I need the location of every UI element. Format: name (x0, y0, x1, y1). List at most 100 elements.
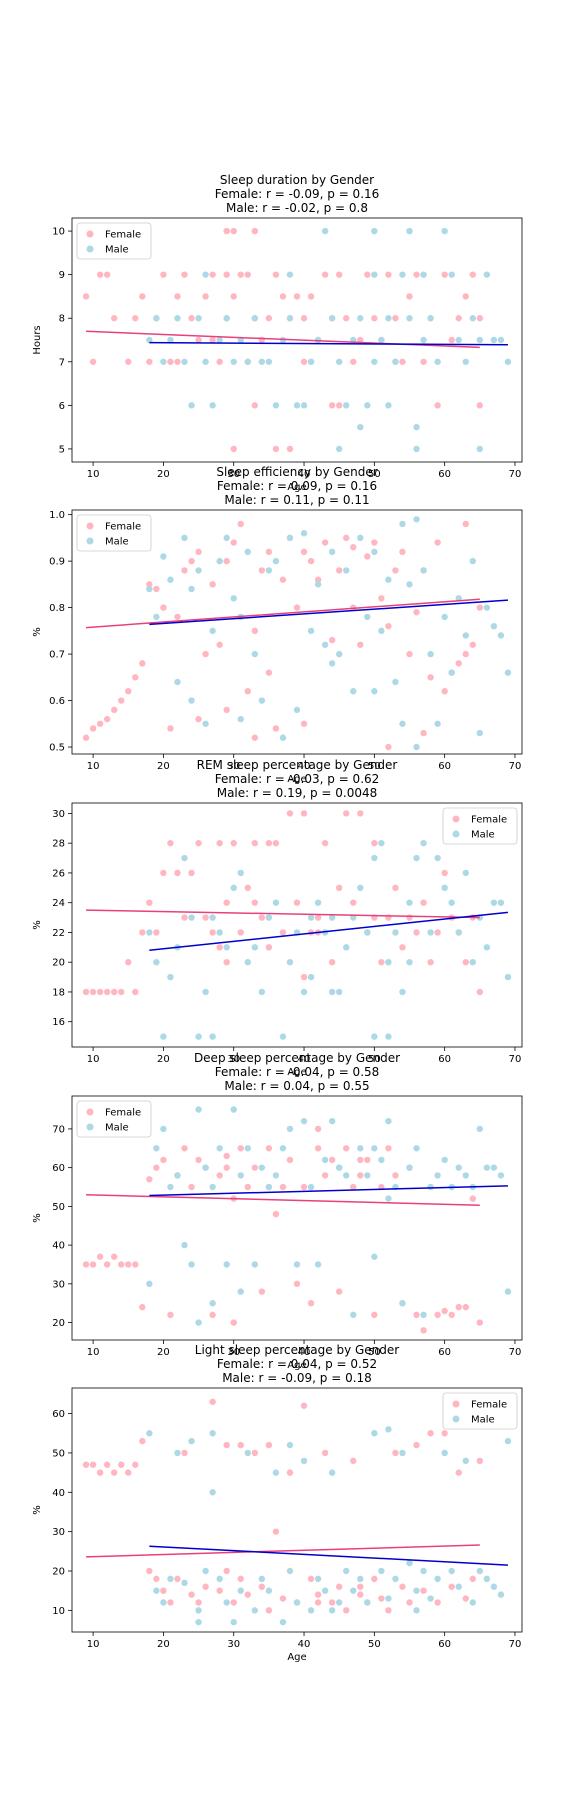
male-point (420, 271, 427, 278)
male-point (272, 402, 280, 409)
male-point (385, 1117, 392, 1125)
male-point (251, 944, 259, 951)
male-point (406, 227, 413, 235)
male-point (279, 1033, 287, 1040)
female-point (237, 1441, 244, 1449)
male-point (146, 929, 153, 936)
female-point (82, 734, 90, 741)
female-point (420, 1327, 427, 1334)
y-tick-label: 60 (52, 1163, 65, 1174)
female-point (160, 1587, 167, 1594)
male-point (335, 358, 343, 365)
male-point (209, 1183, 216, 1191)
x-tick-label: 60 (438, 1054, 451, 1065)
female-point (371, 315, 378, 322)
subplot-5: Light sleep percentage by GenderFemale: … (32, 1343, 523, 1663)
male-point (462, 1172, 469, 1179)
x-axis-label: Age (287, 482, 306, 493)
legend-box (76, 222, 152, 260)
male-point (413, 445, 420, 453)
female-point (118, 1461, 125, 1468)
y-tick-label: 20 (52, 1567, 65, 1578)
female-point (132, 674, 139, 681)
male-point (490, 336, 498, 344)
female-point (146, 899, 153, 906)
x-tick-label: 20 (157, 469, 170, 480)
male-point (195, 315, 202, 322)
female-point (110, 1253, 118, 1260)
female-point (455, 1303, 462, 1311)
male-point (209, 402, 216, 409)
female-point (469, 1575, 476, 1583)
female-point (279, 1183, 287, 1191)
male-point (420, 839, 427, 847)
female-point (230, 293, 237, 300)
female-point (216, 641, 223, 648)
female-point (202, 650, 209, 658)
male-point (469, 557, 476, 565)
male-point (146, 1280, 153, 1288)
male-point (286, 1441, 294, 1449)
axes-frame (71, 802, 523, 1048)
legend-marker-female (452, 1400, 460, 1408)
male-point (258, 697, 266, 704)
female-point (378, 595, 385, 602)
male-point (251, 650, 259, 658)
male-point (343, 567, 350, 574)
male-point (230, 1618, 237, 1626)
male-point (441, 613, 448, 621)
female-point (343, 810, 350, 817)
male-point (216, 929, 223, 936)
male-point (223, 944, 230, 951)
male-point (174, 1172, 181, 1179)
female-point (216, 1172, 223, 1179)
male-point (272, 899, 280, 906)
male-point (195, 1106, 202, 1113)
female-point (364, 271, 371, 278)
female-point (371, 1311, 378, 1319)
male-point (420, 567, 427, 574)
x-tick-label: 10 (87, 1639, 100, 1650)
legend-box (442, 1392, 518, 1430)
male-point (483, 1164, 491, 1171)
female-point (293, 899, 301, 906)
male-point (223, 534, 230, 542)
female-point (146, 581, 153, 588)
female-point (216, 358, 223, 365)
female-trend-line (86, 1544, 480, 1558)
male-point (413, 423, 420, 431)
male-point (307, 973, 315, 981)
male-point (364, 402, 371, 409)
x-tick-label: 30 (227, 761, 240, 772)
x-tick-label: 60 (438, 469, 451, 480)
female-point (335, 567, 343, 574)
male-point (223, 1599, 230, 1606)
male-point (399, 1300, 406, 1307)
x-tick-label: 10 (87, 1054, 100, 1065)
male-point (434, 1575, 441, 1583)
male-point (279, 1145, 287, 1152)
female-point (357, 336, 364, 344)
female-point (476, 315, 484, 322)
female-point (167, 358, 174, 365)
female-point (223, 557, 230, 565)
male-point (350, 1587, 357, 1594)
female-point (300, 973, 308, 981)
x-tick-label: 50 (368, 469, 381, 480)
male-point (399, 271, 406, 278)
female-point (216, 839, 223, 847)
female-point (476, 988, 484, 996)
female-point (371, 839, 378, 847)
male-point (343, 1172, 350, 1179)
female-point (462, 650, 469, 658)
chart-title-line: Male: r = 0.04, p = 0.55 (224, 1079, 369, 1093)
male-point (427, 1183, 434, 1191)
legend-marker-female (86, 230, 94, 238)
female-point (434, 1599, 441, 1606)
male-point (202, 988, 209, 996)
female-point (378, 1595, 385, 1602)
female-point (103, 271, 111, 278)
male-point (441, 884, 448, 892)
male-point (448, 1567, 455, 1575)
male-point (385, 576, 392, 583)
